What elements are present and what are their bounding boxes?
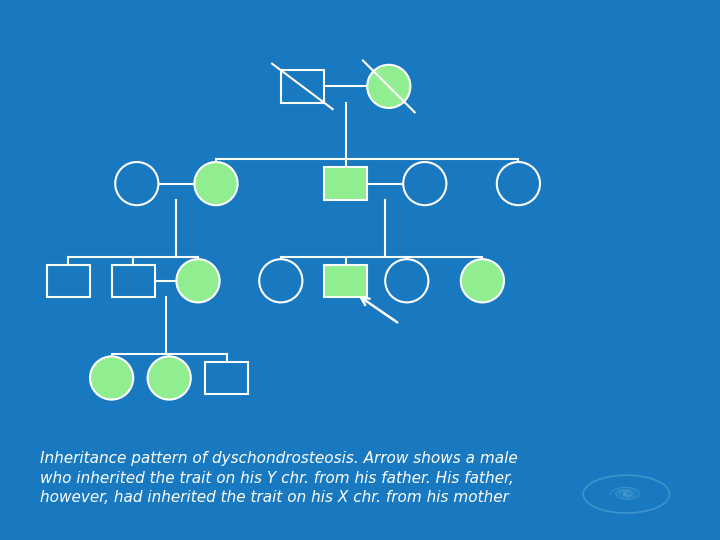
Ellipse shape [194, 162, 238, 205]
Ellipse shape [403, 162, 446, 205]
Bar [112, 265, 155, 297]
Bar [205, 362, 248, 394]
Text: Inheritance pattern of dyschondrosteosis. Arrow shows a male
who inherited the t: Inheritance pattern of dyschondrosteosis… [40, 451, 518, 505]
Ellipse shape [461, 259, 504, 302]
Ellipse shape [497, 162, 540, 205]
Ellipse shape [385, 259, 428, 302]
Ellipse shape [115, 162, 158, 205]
Bar [47, 265, 90, 297]
Ellipse shape [148, 356, 191, 400]
Bar [324, 265, 367, 297]
Ellipse shape [367, 65, 410, 108]
Ellipse shape [176, 259, 220, 302]
Ellipse shape [90, 356, 133, 400]
Bar [324, 167, 367, 200]
Ellipse shape [259, 259, 302, 302]
Bar [281, 70, 324, 103]
